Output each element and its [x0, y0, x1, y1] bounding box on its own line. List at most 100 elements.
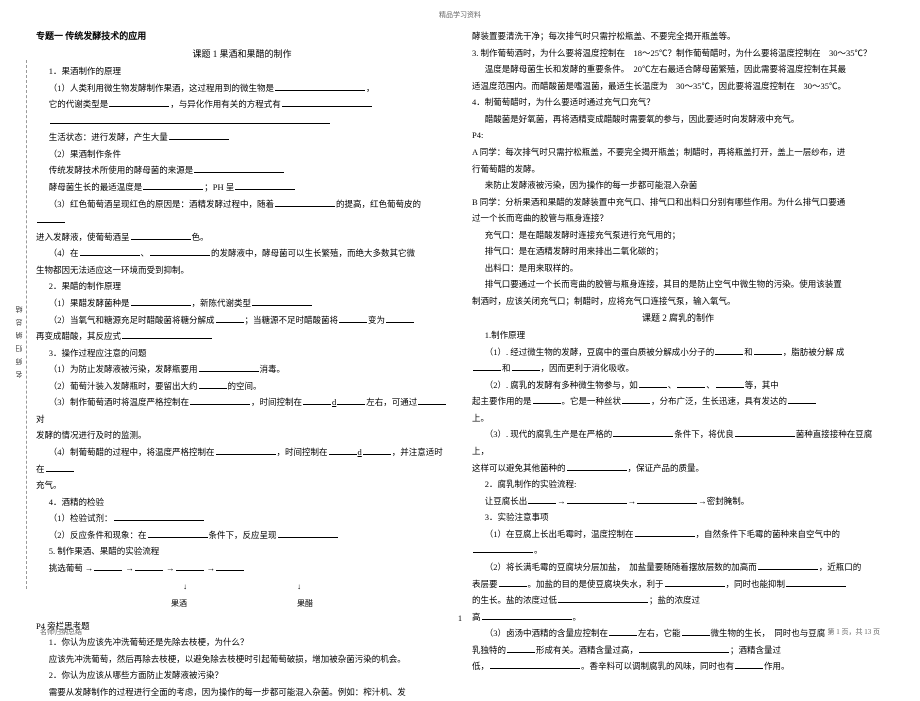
- line: （1）人类利用微生物发酵制作果酒，这过程用到的微生物是，: [36, 80, 448, 97]
- line: 。: [472, 542, 884, 559]
- footer-left: 名师归纳总结: [40, 627, 82, 637]
- blank: [786, 579, 846, 587]
- line: 再变成醋酸，其反应式: [36, 328, 448, 345]
- blank: [216, 563, 244, 571]
- line: 醋酸菌是好氧菌，再将酒精变成醋酸时需要氧的参与，因此要适时向发酵液中充气。: [472, 111, 884, 128]
- section: 1.制作原理: [472, 327, 884, 344]
- line: （2）果酒制作条件: [36, 146, 448, 163]
- line: （3）制作葡萄酒时将温度严格控制在，时间控制在d左右，可通过对: [36, 394, 448, 427]
- line: 发酵的情况进行及时的监测。: [36, 427, 448, 444]
- line: 的生长。盐的浓度过低；盐的浓度过: [472, 592, 884, 609]
- line: 出料口：是用来取样的。: [472, 260, 884, 277]
- header-watermark: 精品学习资料: [0, 0, 920, 20]
- line: 4．制葡萄醋时，为什么要适时通过充气口充气？: [472, 94, 884, 111]
- section-4: 4．酒精的检验: [36, 494, 448, 511]
- blank: [282, 100, 372, 108]
- blank: [665, 579, 725, 587]
- line: 低，。香辛料可以调制腐乳的风味，同时也有作用。: [472, 658, 884, 675]
- line: 来防止发酵液被污染，因为操作的每一步都可能混入杂菌: [472, 177, 884, 194]
- line: 酵装置要清洗干净；每次排气时只需拧松瓶盖、不要完全揭开瓶盖等。: [472, 28, 884, 45]
- blank: [50, 116, 330, 124]
- line: 挑选葡萄 → → → →: [36, 560, 448, 577]
- line: （3）. 现代的腐乳生产是在严格的条件下，将优良菌种直接接种在豆腐上，: [472, 426, 884, 459]
- blank: [418, 398, 446, 406]
- line: 表层要。加盐的目的是使豆腐块失水，利于，同时也能抑制: [472, 576, 884, 593]
- blank: [735, 430, 795, 438]
- blank: [131, 298, 191, 306]
- line: 进入发酵液，使葡萄酒呈色。: [36, 229, 448, 246]
- blank: [275, 199, 335, 207]
- line: 行葡萄醋的发酵。: [472, 161, 884, 178]
- line: [36, 113, 448, 130]
- blank: [716, 380, 744, 388]
- line: 充气口：是在醋酸发酵时连接充气泵进行充气用的；: [472, 227, 884, 244]
- flow-arrows: ↓↓: [36, 579, 448, 595]
- blank: [567, 496, 627, 504]
- blank: [788, 397, 816, 405]
- line: 和，因而更利于消化吸收。: [472, 360, 884, 377]
- blank: [176, 563, 204, 571]
- line: 1．你认为应该先冲洗葡萄还是先除去枝梗，为什么？: [36, 634, 448, 651]
- blank: [135, 563, 163, 571]
- blank: [499, 579, 527, 587]
- lesson-title: 课题 1 果酒和果醋的制作: [36, 46, 448, 64]
- blank: [635, 529, 695, 537]
- line: （4）制葡萄醋的过程中，将温度严格控制在，时间控制在d，并注意适时在: [36, 444, 448, 477]
- flow-labels: 果酒果醋: [36, 596, 448, 612]
- line: 起主要作用的是。它是一种丝状，分布广泛，生长迅速，具有发达的: [472, 393, 884, 410]
- line: 乳独特的形成有关。酒精含量过高，；酒精含量过: [472, 642, 884, 659]
- line: （2）葡萄汁装入发酵瓶时，要留出大约的空间。: [36, 378, 448, 395]
- blank: [80, 249, 140, 257]
- blank: [94, 563, 122, 571]
- blank: [37, 216, 65, 224]
- right-column: 酵装置要清洗干净；每次排气时只需拧松瓶盖、不要完全揭开瓶盖等。 3. 制作葡萄酒…: [472, 28, 884, 701]
- blank: [337, 398, 365, 406]
- blank: [122, 331, 212, 339]
- section-1: 1．果酒制作的原理: [36, 63, 448, 80]
- blank: [148, 530, 208, 538]
- line: （2）反应条件和现象：在条件下，反应呈现: [36, 527, 448, 544]
- line: （1）果醋发酵菌种是，新陈代谢类型: [36, 295, 448, 312]
- blank: [533, 397, 561, 405]
- section: 3．实验注意事项: [472, 509, 884, 526]
- blank: [473, 364, 501, 372]
- blank: [473, 546, 533, 554]
- blank: [169, 133, 229, 141]
- blank: [199, 381, 227, 389]
- line: 充气。: [36, 477, 448, 494]
- blank: [252, 298, 312, 306]
- blank: [682, 629, 710, 637]
- side-vertical-text: 名师归纳总结: [14, 300, 24, 378]
- blank: [622, 397, 650, 405]
- blank: [363, 447, 391, 455]
- section: 2．腐乳制作的实验流程:: [472, 476, 884, 493]
- line: 生活状态：进行发酵，产生大量: [36, 129, 448, 146]
- line: （1）. 经过微生物的发酵，豆腐中的蛋白质被分解成小分子的和，脂肪被分解 成: [472, 344, 884, 361]
- blank: [278, 530, 338, 538]
- page-number: 1: [0, 614, 920, 623]
- blank: [143, 182, 203, 190]
- blank: [639, 380, 667, 388]
- line: 它的代谢类型是，与异化作用有关的方程式有: [36, 96, 448, 113]
- blank: [567, 463, 627, 471]
- line: （3）红色葡萄酒呈现红色的原因是：酒精发酵过程中，随着的提高，红色葡萄皮的: [36, 196, 448, 229]
- footer-right: 第 1 页，共 13 页: [828, 627, 881, 637]
- line: （3）卤汤中酒精的含量应控制在左右，它能微生物的生长， 同时也与豆腐: [472, 625, 884, 642]
- blank: [216, 447, 276, 455]
- line: 排气口要通过一个长而弯曲的胶管与瓶身连接，其目的是防止空气中微生物的污染。使用该…: [472, 276, 884, 293]
- blank: [490, 662, 580, 670]
- line: B 同学：分析果酒和果醋的发酵装置中充气口、排气口和出料口分别有哪些作用。为什么…: [472, 194, 884, 211]
- line: （1）检验试剂：: [36, 510, 448, 527]
- blank: [131, 232, 191, 240]
- line: （2）. 腐乳的发酵有多种微生物参与，如、、等，其中: [472, 377, 884, 394]
- blank: [150, 249, 210, 257]
- line: 酵母菌生长的最适温度是；PH 呈: [36, 179, 448, 196]
- line: 排气口：是在酒精发酵时用来排出二氧化碳的；: [472, 243, 884, 260]
- left-column: 专题一 传统发酵技术的应用 课题 1 果酒和果醋的制作 1．果酒制作的原理 （1…: [36, 28, 448, 701]
- line: 应该先冲洗葡萄，然后再除去枝梗，以避免除去枝梗时引起葡萄破损，增加被杂菌污染的机…: [36, 651, 448, 668]
- line: 传统发酵技术所使用的酵母菌的来源是: [36, 162, 448, 179]
- blank: [609, 629, 637, 637]
- blank: [303, 398, 331, 406]
- blank: [637, 496, 697, 504]
- blank: [190, 398, 250, 406]
